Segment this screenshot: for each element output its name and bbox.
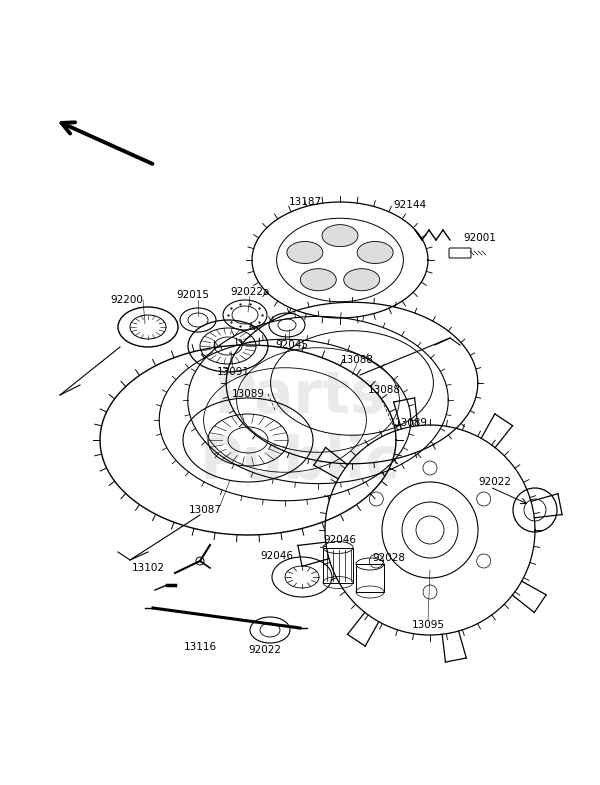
Text: 92015: 92015 [176, 290, 209, 300]
Text: 13091: 13091 [217, 367, 250, 377]
Text: 13116: 13116 [184, 642, 217, 652]
Circle shape [370, 554, 383, 568]
Circle shape [370, 492, 383, 506]
Text: 92144: 92144 [394, 200, 427, 210]
Text: 92022: 92022 [479, 477, 511, 487]
Text: 92028: 92028 [372, 553, 405, 563]
Text: 13089: 13089 [395, 418, 428, 428]
Text: 92046: 92046 [260, 551, 293, 561]
FancyBboxPatch shape [449, 248, 471, 258]
Ellipse shape [344, 268, 380, 290]
Circle shape [423, 461, 437, 475]
Text: 92022a: 92022a [230, 287, 269, 297]
Ellipse shape [300, 268, 336, 290]
Ellipse shape [322, 225, 358, 246]
Text: 92045: 92045 [275, 340, 308, 350]
Ellipse shape [357, 242, 393, 264]
Ellipse shape [287, 242, 323, 264]
Text: 92001: 92001 [463, 233, 496, 243]
Circle shape [423, 585, 437, 599]
Text: Parts
Public: Parts Public [200, 368, 400, 491]
Text: 92046: 92046 [323, 535, 356, 545]
Text: 13087: 13087 [188, 505, 221, 515]
Text: 13102: 13102 [132, 563, 165, 573]
Circle shape [476, 492, 491, 506]
Text: 13088: 13088 [368, 385, 401, 395]
Text: 13088: 13088 [341, 355, 373, 365]
Text: 13089: 13089 [232, 389, 265, 399]
Circle shape [476, 554, 491, 568]
Text: 92200: 92200 [110, 295, 143, 305]
Text: 13187: 13187 [289, 197, 322, 207]
Text: 92022: 92022 [248, 645, 281, 655]
Text: 13095: 13095 [412, 620, 445, 630]
